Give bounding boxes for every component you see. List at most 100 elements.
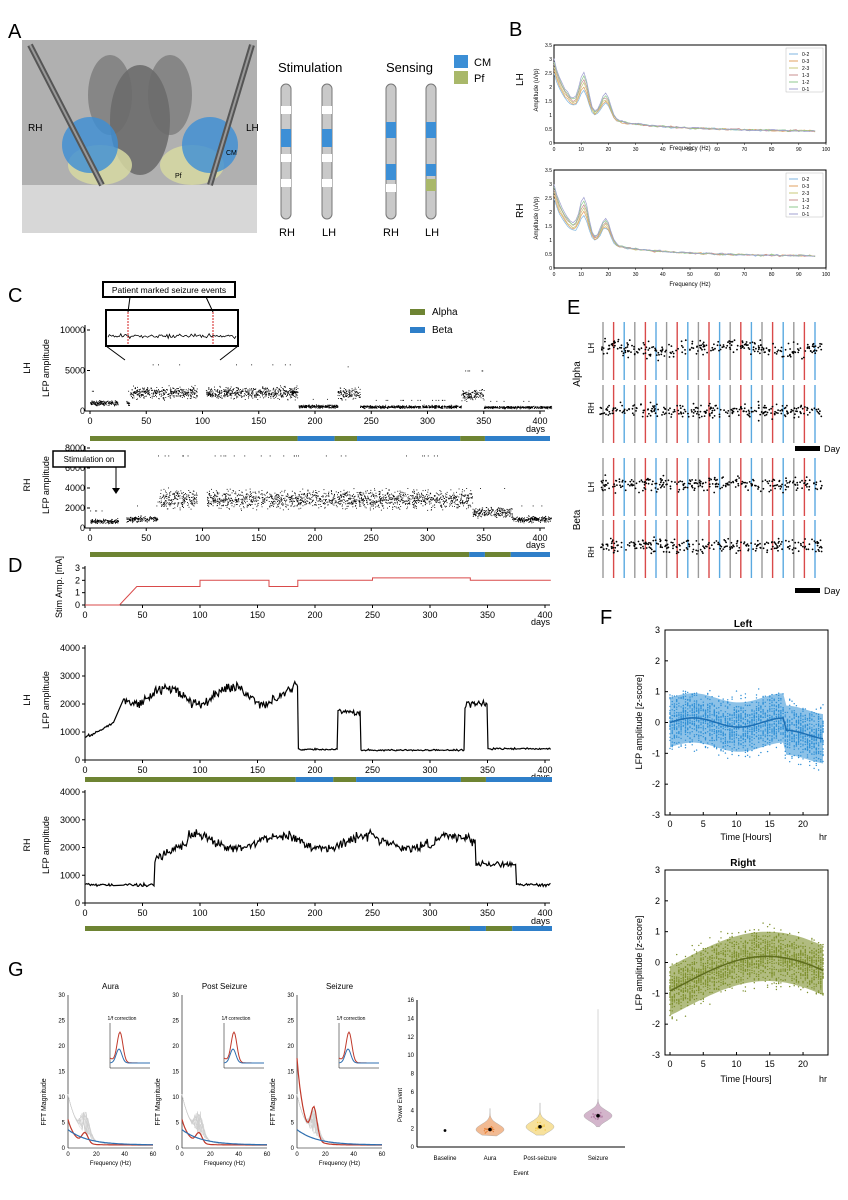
lfp-sample-dot — [367, 495, 369, 497]
lfp-sample-dot — [335, 501, 337, 503]
lfp-sample-dot — [227, 501, 229, 503]
lfp-sample-dot — [460, 500, 461, 501]
lfp-sample-dot — [261, 493, 263, 494]
lfp-sample-dot — [425, 489, 426, 491]
lfp-sample-dot — [414, 406, 416, 408]
lfp-sample-dot — [267, 508, 269, 510]
lfp-sample-dot — [114, 402, 116, 404]
lfp-sample-dot — [395, 506, 397, 508]
lfp-sample-dot — [264, 389, 266, 391]
lfp-sample-dot — [249, 390, 251, 392]
lfp-sample-dot — [156, 517, 158, 519]
lfp-sample-dot — [269, 506, 271, 508]
lfp-sample-dot — [216, 395, 218, 397]
lfp-sample-dot — [227, 503, 229, 505]
lfp-sample-dot — [187, 502, 188, 503]
lfp-sample-dot — [234, 394, 236, 396]
lfp-sample-dot — [131, 394, 133, 396]
lfp-sample-dot — [538, 407, 540, 408]
lfp-sample-dot — [363, 406, 365, 408]
lfp-sample-dot — [243, 395, 245, 397]
lfp-sample-dot — [381, 503, 383, 504]
lfp-sample-dot — [513, 517, 515, 519]
lfp-sample-dot — [109, 522, 111, 524]
lfp-sample-dot — [270, 496, 272, 498]
lfp-sample-dot — [318, 407, 320, 408]
lfp-sample-dot — [279, 394, 281, 396]
lfp-sample-dot — [539, 408, 541, 409]
lfp-sample-dot — [164, 389, 165, 391]
lfp-sample-dot — [168, 497, 170, 499]
lfp-sample-dot — [131, 389, 133, 391]
lfp-sample-dot — [99, 404, 101, 406]
lfp-sample-dot — [479, 509, 481, 511]
lfp-sample-dot — [182, 389, 184, 391]
lfp-sample-dot — [315, 492, 317, 493]
lfp-sample-dot — [380, 501, 382, 503]
lfp-sample-dot — [368, 405, 370, 407]
lfp-sample-dot — [402, 500, 404, 502]
lfp-sample-dot — [429, 500, 431, 502]
lfp-sample-dot — [543, 516, 545, 518]
b-ytick: 1.5 — [545, 99, 552, 105]
lfp-sample-dot — [182, 499, 184, 501]
lfp-sample-dot — [380, 509, 382, 511]
lfp-sample-dot — [394, 498, 396, 500]
lfp-sample-dot — [149, 518, 151, 520]
lfp-sample-dot — [169, 505, 171, 507]
lfp-sample-dot — [451, 406, 452, 408]
lfp-sample-dot — [472, 508, 474, 510]
lfp-sample-dot — [190, 395, 192, 396]
lfp-sample-dot — [215, 390, 217, 392]
lfp-sample-dot — [448, 405, 450, 407]
lfp-sample-dot — [134, 387, 136, 389]
lfp-sample-dot — [441, 406, 443, 407]
lfp-sample-dot — [435, 407, 437, 409]
lfp-sample-dot — [240, 391, 242, 392]
lfp-sample-dot — [170, 397, 172, 399]
lfp-sample-dot — [260, 391, 261, 392]
lfp-sample-dot — [325, 406, 327, 408]
lfp-sample-dot — [507, 406, 509, 408]
lfp-sample-dot — [275, 392, 277, 394]
lfp-sample-dot — [233, 501, 235, 502]
lfp-sample-dot — [343, 489, 345, 491]
lfp-sample-dot — [504, 511, 506, 513]
lfp-sample-dot — [445, 497, 447, 498]
lfp-sample-dot — [375, 405, 376, 407]
lfp-sample-dot — [292, 391, 293, 393]
lfp-sample-dot — [528, 406, 530, 408]
lfp-sample-dot — [224, 390, 226, 392]
lfp-sample-dot — [271, 394, 273, 395]
lfp-sample-dot — [248, 393, 249, 395]
lfp-sample-dot — [463, 395, 465, 396]
lfp-sample-dot — [316, 404, 317, 406]
lfp-sample-dot — [449, 496, 451, 498]
lfp-sample-dot — [109, 520, 111, 522]
lfp-sample-dot — [510, 510, 512, 512]
lfp-sample-dot — [412, 491, 414, 493]
b-legend-entry: 2-3 — [802, 66, 809, 72]
lfp-sample-dot — [90, 402, 92, 403]
lfp-sample-dot — [274, 391, 276, 392]
lfp-sample-dot — [284, 364, 286, 366]
lfp-sample-dot — [428, 406, 430, 408]
lfp-sample-dot — [319, 498, 321, 499]
lfp-sample-dot — [212, 500, 214, 502]
lfp-sample-dot — [272, 503, 274, 505]
lfp-sample-dot — [158, 392, 160, 394]
lfp-sample-dot — [513, 518, 515, 520]
lfp-sample-dot — [370, 505, 372, 507]
lfp-sample-dot — [279, 498, 281, 499]
lfp-sample-dot — [218, 396, 220, 398]
lfp-sample-dot — [140, 516, 142, 518]
lfp-sample-dot — [487, 508, 489, 510]
lfp-sample-dot — [371, 501, 373, 503]
lfp-sample-dot — [543, 406, 545, 408]
lfp-sample-dot — [460, 501, 462, 503]
lfp-sample-dot — [163, 392, 165, 394]
lfp-sample-dot — [511, 407, 513, 408]
lfp-sample-dot — [215, 500, 217, 502]
lfp-sample-dot — [376, 500, 378, 502]
lfp-sample-dot — [349, 499, 351, 500]
